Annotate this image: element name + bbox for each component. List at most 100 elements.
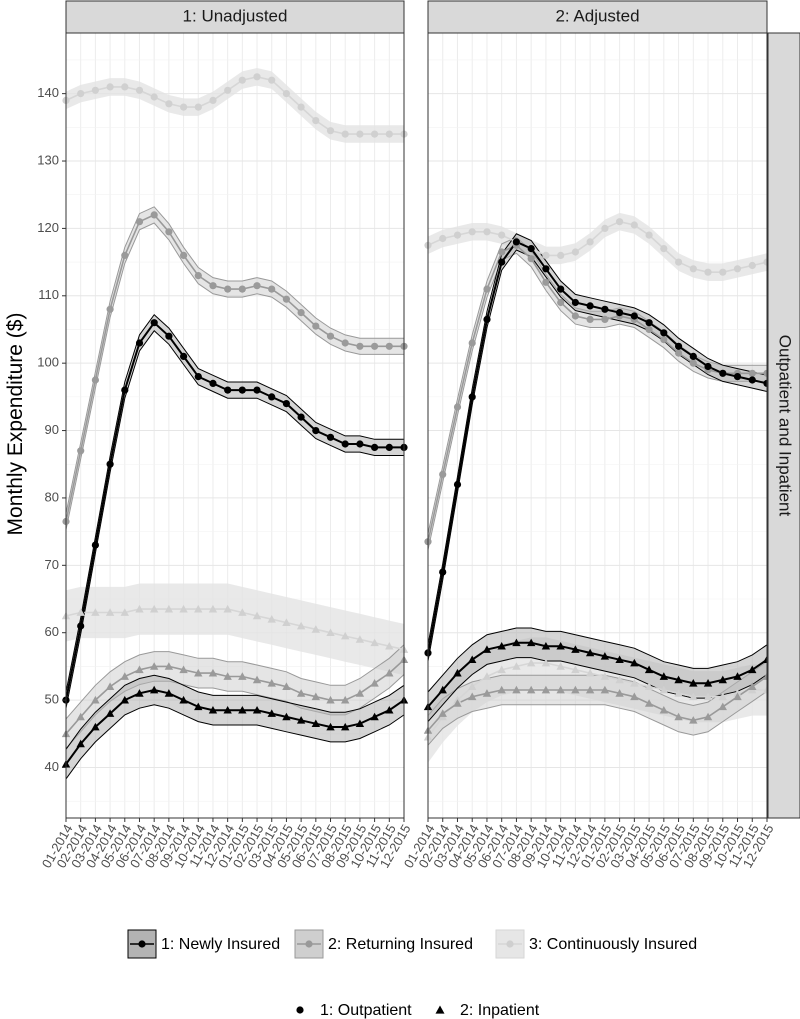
- series-2-returning-insured-1-outpatient-point: [601, 315, 609, 323]
- series-3-continuously-insured-1-outpatient-point: [704, 268, 712, 276]
- series-3-continuously-insured-2-inpatient-point: [194, 604, 203, 613]
- series-3-continuously-insured-1-outpatient-point: [282, 90, 290, 98]
- series-1-newly-insured-1-outpatient-point: [121, 386, 129, 394]
- series-2-returning-insured-1-outpatient-point: [557, 298, 565, 307]
- series-3-continuously-insured-2-inpatient-point: [238, 608, 247, 616]
- series-2-returning-insured-2-inpatient-point: [179, 665, 188, 674]
- series-1-newly-insured-1-outpatient-point: [224, 386, 232, 394]
- series-3-continuously-insured-2-inpatient-point: [267, 615, 276, 623]
- series-1-newly-insured-1-outpatient-point: [253, 386, 261, 394]
- series-1-newly-insured-1-outpatient-point: [704, 362, 712, 371]
- series-3-continuously-insured-2-inpatient-point: [355, 635, 365, 643]
- series-3-continuously-insured-1-outpatient-point: [689, 265, 697, 273]
- series-1-newly-insured-2-inpatient-point: [223, 705, 232, 714]
- series-2-returning-insured-2-inpatient-point: [541, 685, 551, 694]
- series-1-newly-insured-1-outpatient-band-upper: [65, 313, 404, 693]
- series-2-returning-insured-1-outpatient-point: [77, 447, 85, 455]
- series-2-returning-insured-1-outpatient-band-lower: [427, 252, 767, 550]
- series-3-continuously-insured-1-outpatient-point: [180, 103, 188, 111]
- series-2-returning-insured-2-inpatient-band: [66, 644, 404, 749]
- series-2-returning-insured-1-outpatient-point: [135, 218, 144, 226]
- series-2-returning-insured-2-inpatient-point: [120, 672, 129, 680]
- series-2-returning-insured-2-inpatient-point: [689, 716, 698, 724]
- series-1-newly-insured-2-inpatient-point: [689, 679, 698, 687]
- series-3-continuously-insured-2-inpatient-point: [135, 604, 144, 613]
- series-2-returning-insured-1-outpatient-point: [341, 339, 349, 347]
- series-1-newly-insured-2-inpatient-point: [615, 655, 624, 664]
- series-1-newly-insured-1-outpatient-point: [601, 305, 609, 313]
- series-1-newly-insured-1-outpatient-point: [689, 352, 697, 360]
- series-3-continuously-insured-2-inpatient-point: [223, 604, 232, 613]
- series-1-newly-insured-2-inpatient-point: [630, 658, 639, 667]
- panel-title: 2: Adjusted: [555, 6, 639, 25]
- series-1-newly-insured-1-outpatient-point: [439, 568, 447, 576]
- series-3-continuously-insured-1-outpatient-point: [616, 218, 624, 226]
- series-3-continuously-insured-1-outpatient-point: [253, 73, 261, 81]
- series-1-newly-insured-2-inpatient-point: [674, 675, 683, 684]
- series-1-newly-insured-1-outpatient-point: [180, 352, 188, 360]
- series-3-continuously-insured-1-outpatient-point: [371, 130, 379, 138]
- series-2-returning-insured-1-outpatient-point: [224, 285, 232, 293]
- series-1-newly-insured-1-outpatient-point: [616, 309, 624, 317]
- y-tick-label: 80: [45, 489, 59, 504]
- series-2-returning-insured-2-inpatient-point: [630, 692, 639, 701]
- series-1-newly-insured-1-outpatient-point: [194, 373, 202, 381]
- y-tick-label: 40: [45, 759, 59, 774]
- series-3-continuously-insured-1-outpatient-point: [326, 127, 335, 135]
- series-2-returning-insured-1-outpatient-point: [439, 470, 447, 478]
- series-1-newly-insured-1-outpatient-point: [542, 265, 550, 273]
- series-1-newly-insured-2-inpatient-point: [149, 685, 159, 694]
- series-3-continuously-insured-1-outpatient-point: [150, 93, 158, 101]
- series-1-newly-insured-2-inpatient-point: [512, 638, 521, 647]
- series-2-returning-insured-2-inpatient-point: [385, 668, 394, 677]
- series-1-newly-insured-2-inpatient-point: [120, 695, 129, 704]
- series-3-continuously-insured-2-inpatient-point: [571, 665, 580, 674]
- panel-strip: [65, 0, 405, 34]
- series-1-newly-insured-2-inpatient-point: [282, 712, 291, 721]
- series-3-continuously-insured-2-inpatient-point: [556, 662, 565, 670]
- series-2-returning-insured-1-outpatient-point: [571, 312, 580, 320]
- series-2-returning-insured-2-inpatient-point: [296, 689, 306, 697]
- series-3-continuously-insured-1-outpatient-point: [733, 265, 742, 273]
- series-2-returning-insured-1-outpatient-point: [268, 285, 276, 293]
- series-3-continuously-insured-1-outpatient-point: [341, 130, 349, 138]
- series-1-newly-insured-1-outpatient-point: [527, 245, 535, 253]
- series-2-returning-insured-2-inpatient-point: [341, 695, 350, 704]
- legend-label: 2: Returning Insured: [328, 936, 473, 953]
- series-3-continuously-insured-2-inpatient-point: [541, 658, 551, 667]
- series-2-returning-insured-1-outpatient-point: [645, 325, 653, 334]
- x-axis: 01-201402-201403-201404-201405-201406-20…: [401, 818, 777, 871]
- series-1-newly-insured-1-outpatient-point: [512, 238, 521, 246]
- series-2-returning-insured-1-outpatient-point: [238, 285, 246, 293]
- series-1-newly-insured-1-outpatient-point: [341, 440, 349, 448]
- series-3-continuously-insured-1-outpatient-point: [312, 117, 320, 125]
- series-1-newly-insured-2-inpatient-point: [453, 668, 462, 677]
- series-3-continuously-insured-1-outpatient-point: [660, 245, 668, 253]
- series-2-returning-insured-2-inpatient-point: [91, 695, 100, 704]
- series-1-newly-insured-2-inpatient-point: [267, 709, 276, 717]
- series-1-newly-insured-1-outpatient-point: [209, 379, 217, 387]
- series-1-newly-insured-2-inpatient-point: [194, 702, 203, 711]
- series-1-newly-insured-1-outpatient-point: [371, 443, 379, 451]
- series-3-continuously-insured-1-outpatient-point: [468, 228, 476, 236]
- series-3-continuously-insured-2-inpatient-point: [497, 665, 506, 674]
- series-1-newly-insured-1-outpatient-point: [106, 460, 114, 468]
- series-1-newly-insured-2-inpatient-band: [66, 675, 404, 779]
- series-1-newly-insured-2-inpatient-point: [600, 652, 610, 660]
- series-1-newly-insured-2-inpatient-point: [385, 705, 394, 714]
- panel-1: 1: Unadjusted 01-201402-201403-201404-201…: [37, 0, 414, 871]
- series-2-returning-insured-2-inpatient-point: [482, 689, 492, 697]
- series-3-continuously-insured-1-outpatient-point: [453, 231, 462, 239]
- series-1-newly-insured-2-inpatient-point: [238, 705, 247, 714]
- series-2-returning-insured-1-outpatient-point: [194, 272, 202, 280]
- y-tick-label: 100: [37, 355, 59, 370]
- series-1-newly-insured-1-outpatient-point: [571, 298, 580, 307]
- series-2-returning-insured-1-outpatient-point: [121, 251, 129, 259]
- series-1-newly-insured-1-outpatient-point: [150, 319, 158, 327]
- series-1-newly-insured-2-inpatient-band: [428, 628, 767, 722]
- series-2-returning-insured-2-inpatient-point: [615, 689, 624, 697]
- series-2-returning-insured-2-inpatient-point: [718, 702, 727, 711]
- series-2-returning-insured-2-inpatient-point: [164, 662, 174, 670]
- series-2-returning-insured-1-outpatient-point: [586, 315, 594, 323]
- legend-label: 1: Newly Insured: [161, 936, 280, 953]
